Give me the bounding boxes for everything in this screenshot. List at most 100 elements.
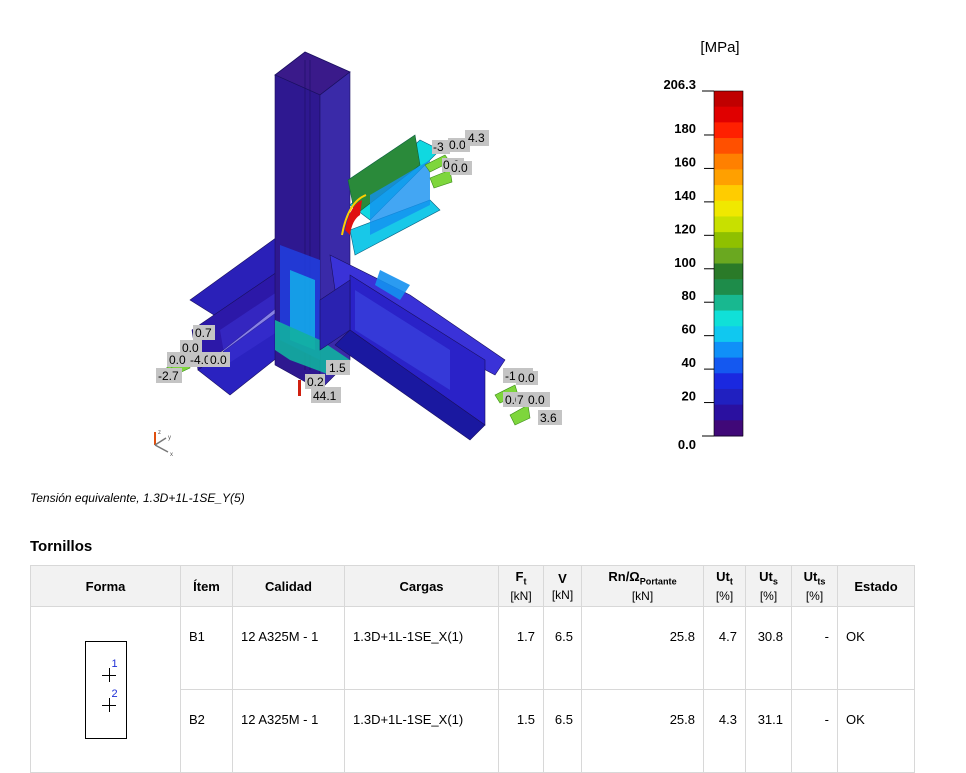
legend-band — [714, 294, 743, 312]
lower-right-beam — [319, 254, 506, 441]
legend-min-label: 0.0 — [678, 437, 696, 452]
legend-band — [714, 404, 743, 421]
table-header-row: Forma Ítem Calidad Cargas Ft [kN] V [kN]… — [30, 565, 915, 607]
label-bottom-center-1: 1.5 — [329, 361, 346, 375]
legend-band — [714, 185, 743, 202]
axis-triad-icon: z y x — [154, 430, 173, 458]
label-left-2: 0.0 — [182, 341, 199, 355]
header-estado: Estado — [837, 565, 915, 607]
label-left-5: 0.0 — [210, 353, 227, 367]
section-title: Tornillos — [30, 538, 93, 555]
header-item: Ítem — [180, 565, 233, 607]
legend-tick-label: 40 — [682, 355, 696, 370]
bolt-marker-icon: 2 — [101, 688, 118, 712]
legend-band — [714, 91, 743, 108]
label-top-right-3: 4.3 — [468, 131, 485, 145]
stress-color-legend: [MPa] 206.3 180 160 140 120 100 80 60 40 20 0.0 — [663, 39, 744, 452]
legend-unit: [MPa] — [700, 39, 739, 56]
figure-caption: Tensión equivalente, 1.3D+1L-1SE_Y(5) — [30, 491, 245, 505]
upper-right-beam — [341, 134, 441, 256]
legend-tick-label: 100 — [674, 255, 696, 270]
legend-band — [714, 263, 743, 280]
header-rn: Rn/ΩPortante [kN] — [581, 565, 704, 607]
bolt-number: 2 — [111, 687, 118, 700]
legend-band — [714, 420, 743, 437]
legend-band — [714, 232, 743, 249]
legend-band — [714, 279, 743, 296]
legend-band — [714, 122, 743, 139]
legend-band — [714, 326, 743, 343]
label-bottom-center-3: 44.1 — [313, 389, 337, 403]
table-row: 1 2 B1 12 A325M - 1 1.3D+1L-1SE_X(1) 1.7… — [30, 606, 915, 773]
legend-band — [714, 153, 743, 170]
legend-band — [714, 216, 743, 233]
legend-band — [714, 247, 743, 264]
legend-tick-label: 160 — [674, 154, 696, 169]
legend-tick-label: 120 — [674, 221, 696, 236]
legend-band — [714, 310, 743, 327]
header-forma: Forma — [30, 565, 181, 607]
cell-cargas: 1.3D+1L-1SE_X(1) — [344, 689, 499, 773]
cell-utts: - — [791, 606, 838, 690]
header-cargas: Cargas — [344, 565, 499, 607]
legend-tick-label: 80 — [682, 288, 696, 303]
cell-ft: 1.5 — [498, 689, 544, 773]
cell-utt: 4.7 — [703, 606, 746, 690]
svg-text:x: x — [170, 452, 173, 458]
legend-ticks: 180 160 140 120 100 80 60 40 20 — [674, 121, 714, 404]
label-bottom-right-5: 7 — [517, 393, 524, 407]
cell-cargas: 1.3D+1L-1SE_X(1) — [344, 606, 499, 690]
cell-rn: 25.8 — [581, 606, 704, 690]
header-ft: Ft [kN] — [498, 565, 544, 607]
cell-calidad: 12 A325M - 1 — [232, 689, 345, 773]
bolt-shape-cell: 1 2 — [30, 606, 181, 773]
value-labels: -3 0.0 4.3 0.0 0.0 0.7 0.0 0.0 -4.0 0.0 … — [156, 130, 562, 425]
svg-text:z: z — [158, 430, 161, 436]
cell-item: B2 — [180, 689, 233, 773]
label-bottom-right-4: 0.0 — [528, 393, 545, 407]
cell-estado: OK — [837, 689, 915, 773]
header-utts: Utts [%] — [791, 565, 838, 607]
label-left-3: 0.0 — [169, 353, 186, 367]
legend-tick-label: 140 — [674, 188, 696, 203]
legend-color-bar — [714, 91, 743, 437]
legend-band — [714, 373, 743, 390]
legend-tick-label: 180 — [674, 121, 696, 136]
legend-max-label: 206.3 — [663, 77, 696, 92]
bolts-table: Forma Ítem Calidad Cargas Ft [kN] V [kN]… — [30, 565, 915, 773]
cell-item: B1 — [180, 606, 233, 690]
label-top-right-1: -3 — [433, 140, 444, 154]
legend-tick-label: 20 — [682, 389, 696, 404]
cell-utts: - — [791, 689, 838, 773]
legend-band — [714, 357, 743, 374]
header-v: V [kN] — [543, 565, 582, 607]
label-bottom-right-6: 3.6 — [540, 411, 557, 425]
cell-ft: 1.7 — [498, 606, 544, 690]
legend-band — [714, 106, 743, 123]
label-left-1: 0.7 — [195, 326, 212, 340]
legend-band — [714, 341, 743, 359]
cell-uts: 31.1 — [745, 689, 792, 773]
cell-uts: 30.8 — [745, 606, 792, 690]
legend-band — [714, 138, 743, 155]
svg-text:y: y — [168, 435, 171, 441]
legend-tick-label: 60 — [682, 322, 696, 337]
header-uts: Uts [%] — [745, 565, 792, 607]
legend-band — [714, 169, 743, 186]
column — [274, 51, 351, 391]
cell-utt: 4.3 — [703, 689, 746, 773]
label-bottom-right-2: 0.0 — [518, 371, 535, 385]
cell-estado: OK — [837, 606, 915, 690]
bolt-marker-icon: 1 — [101, 658, 118, 682]
stress-model-view: -3 0.0 4.3 0.0 0.0 0.7 0.0 0.0 -4.0 0.0 … — [154, 51, 562, 458]
legend-band — [714, 200, 743, 217]
label-bottom-center-2: 0.2 — [307, 375, 324, 389]
cell-v: 6.5 — [543, 606, 582, 690]
cell-v: 6.5 — [543, 689, 582, 773]
label-top-right-2: 0.0 — [449, 138, 466, 152]
label-top-right-5: 0.0 — [451, 161, 468, 175]
header-utt: Utt [%] — [703, 565, 746, 607]
header-calidad: Calidad — [232, 565, 345, 607]
cell-rn: 25.8 — [581, 689, 704, 773]
label-left-6: -2.7 — [158, 369, 179, 383]
